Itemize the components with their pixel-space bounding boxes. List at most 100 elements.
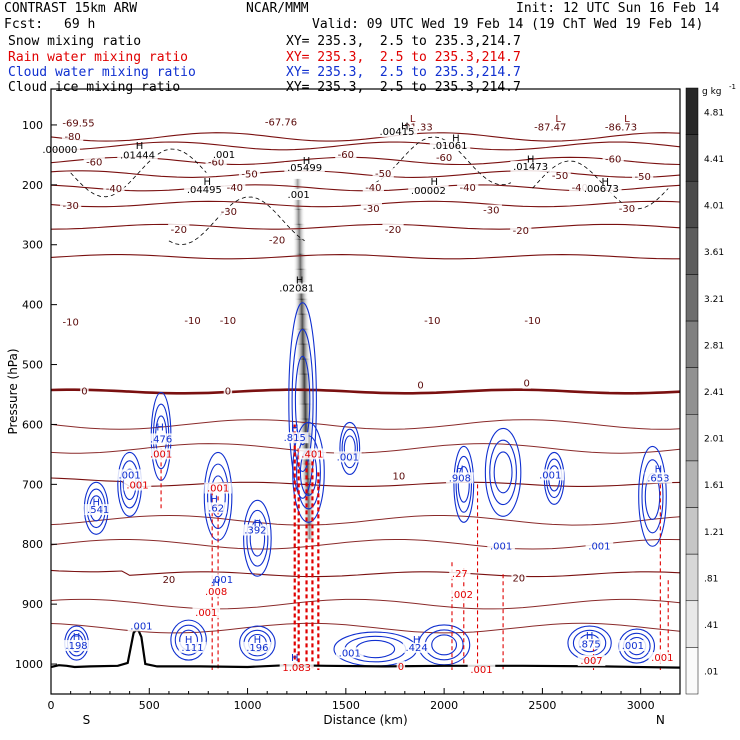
snow-label-bg (510, 160, 551, 172)
extremum-marker: L (410, 114, 416, 125)
temperature-label-bg (416, 379, 425, 391)
temperature-label-bg (549, 169, 571, 181)
cloud-water-label-bg (335, 647, 364, 659)
rain-label-bg (298, 448, 327, 460)
cloud-water-label: .908 (449, 473, 471, 484)
colorbar-swatch (685, 180, 699, 229)
x-tick-label: 1000 (234, 699, 262, 712)
extremum-marker: H (210, 494, 218, 505)
snow-label: .04495 (187, 185, 222, 196)
y-tick-label: 700 (22, 478, 43, 491)
cloud-water-contour (249, 519, 266, 557)
cloud-water-contour (457, 465, 470, 503)
temperature-label-bg (205, 156, 227, 168)
temperature-label-bg (181, 314, 204, 326)
rain-label-bg (396, 661, 406, 673)
cloud-water-contour (170, 619, 207, 661)
snow-label: .01061 (433, 141, 468, 152)
temperature-label: -87.47 (534, 122, 566, 133)
cloud-water-label: .875 (578, 639, 600, 650)
extremum-marker: H (185, 635, 193, 646)
cloud-water-contour (453, 445, 475, 523)
rain-label: .007 (580, 656, 602, 667)
temperature-contour (50, 132, 681, 142)
colorbar-label: .01 (704, 668, 718, 678)
y-tick-label: 200 (22, 179, 43, 192)
snow-shade-band (301, 478, 315, 495)
cloud-water-label-bg (84, 504, 112, 516)
snow-label: .01473 (513, 162, 548, 173)
temperature-label-bg (335, 148, 357, 160)
extremum-marker: H (602, 177, 610, 188)
snow-label: .00673 (584, 184, 619, 195)
cloud-water-contour (239, 625, 276, 661)
temperature-label-bg (224, 181, 246, 193)
temperature-label-bg (421, 314, 443, 326)
temperature-label: -40 (460, 183, 476, 194)
snow-shade-band (298, 418, 314, 435)
temperature-label-bg (457, 181, 479, 193)
rain-label-bg (204, 482, 232, 494)
cloud-water-label: .001 (339, 648, 361, 659)
colorbar-swatch (685, 320, 699, 368)
snow-contour (532, 160, 669, 210)
snow-label: .02081 (279, 283, 314, 294)
extremum-marker: H (452, 134, 460, 145)
colorbar-label: 2.81 (704, 341, 724, 351)
x-tick-label: 0 (48, 699, 55, 712)
terrain-line (50, 626, 681, 669)
cloud-water-label-bg (644, 472, 673, 484)
temperature-label-bg (58, 117, 99, 129)
colorbar-label: 1.21 (704, 528, 724, 538)
temperature-label: -20 (513, 226, 529, 237)
snow-label-bg (276, 282, 317, 294)
rain-label-bg (202, 586, 230, 598)
x-end-label-north: N (656, 713, 665, 727)
temperature-label-bg (391, 470, 407, 482)
temperature-label-bg (522, 377, 531, 389)
cloud-water-contour (243, 499, 272, 577)
cloud-water-label-bg (487, 540, 515, 552)
temperature-label-bg (511, 572, 527, 584)
cloud-water-label: .196 (246, 643, 268, 654)
temperature-label: -30 (62, 201, 78, 212)
temperature-contour (50, 622, 681, 634)
temperature-label-bg (360, 202, 382, 214)
rain-label-bg (123, 479, 152, 491)
cloud-water-label: .476 (150, 434, 172, 445)
extremum-marker: H (73, 632, 81, 643)
temperature-label: -69.55 (62, 119, 94, 130)
temperature-label: -60 (208, 158, 224, 169)
cloud-water-contour (341, 428, 358, 469)
cloud-water-label: .541 (87, 505, 109, 516)
temperature-label: 0 (225, 386, 231, 397)
cloud-water-contour (339, 421, 361, 475)
temperature-label-bg (161, 574, 177, 586)
cloud-water-label: .392 (244, 525, 266, 536)
y-axis-title: Pressure (hPa) (6, 348, 20, 434)
cloud-water-label-bg (402, 641, 431, 653)
cloud-water-contour (246, 509, 269, 567)
cloud-water-label: .001 (211, 575, 233, 586)
temperature-label-bg (530, 121, 571, 133)
extremum-marker: L (624, 114, 630, 125)
extremum-marker: H (401, 122, 409, 133)
temperature-label-bg (60, 316, 82, 328)
cloud-water-contour (210, 475, 226, 518)
cloud-water-contour (294, 355, 311, 446)
rain-label: .001 (150, 449, 172, 460)
extremum-marker: H (413, 635, 421, 646)
extremum-marker: H (431, 177, 439, 188)
snow-shade-band (292, 193, 304, 210)
cloud-water-label-bg (241, 524, 270, 536)
temperature-label: -50 (241, 170, 257, 181)
extremum-marker: H (296, 276, 304, 287)
extremum-marker: H (204, 177, 212, 188)
temperature-label-bg (80, 385, 89, 397)
temperature-label: -80 (64, 132, 80, 143)
extremum-marker: H (303, 156, 311, 167)
temperature-label: -86.73 (605, 122, 637, 133)
cloud-water-contour (484, 427, 522, 517)
snow-shade-band (295, 343, 312, 360)
extremum-marker: H (156, 422, 164, 433)
